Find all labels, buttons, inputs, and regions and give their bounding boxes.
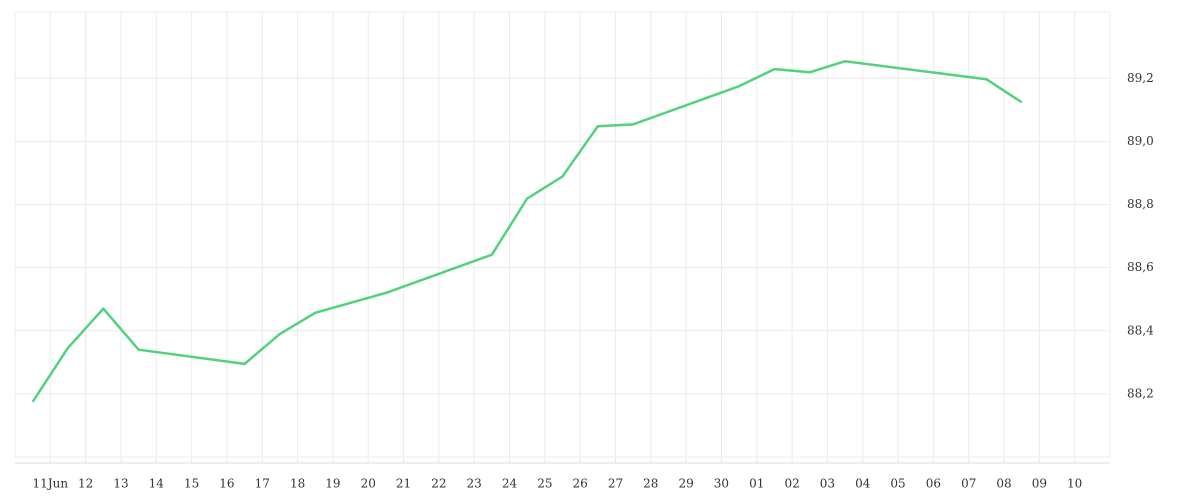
x-tick-label: 30 — [714, 477, 729, 491]
x-tick-label: 28 — [643, 477, 658, 491]
x-tick-label: 17 — [255, 477, 270, 491]
x-tick-label: 20 — [361, 477, 376, 491]
y-tick-label: 88,2 — [1127, 386, 1154, 400]
x-tick-label: 09 — [1032, 477, 1047, 491]
x-tick-label: 27 — [608, 477, 623, 491]
x-tick-label: 25 — [537, 477, 552, 491]
x-tick-label: 26 — [573, 477, 588, 491]
data-line — [31, 59, 1023, 403]
x-tick-label: 18 — [290, 477, 305, 491]
x-tick-label: 12 — [78, 477, 93, 491]
x-tick-label: 10 — [1067, 477, 1082, 491]
y-tick-label: 88,4 — [1127, 323, 1154, 337]
y-tick-label: 89,2 — [1127, 71, 1154, 85]
plot-frame — [14, 11, 1111, 458]
x-tick-label: 22 — [431, 477, 446, 491]
x-tick-label: 04 — [855, 477, 871, 491]
x-tick-label: 02 — [784, 477, 799, 491]
x-tick-label: 01 — [749, 477, 764, 491]
x-tick-label: 24 — [502, 477, 518, 491]
x-tick-label: 05 — [890, 477, 905, 491]
x-tick-label: 08 — [996, 477, 1011, 491]
x-tick-label: 23 — [467, 477, 482, 491]
x-tick-label: 11Jun — [33, 477, 69, 491]
x-tick-label: 07 — [961, 477, 976, 491]
x-tick-label: 19 — [325, 477, 340, 491]
x-tick-label: 16 — [219, 477, 234, 491]
x-tick-label: 03 — [820, 477, 835, 491]
y-tick-label: 89,0 — [1127, 134, 1154, 148]
y-tick-label: 88,6 — [1127, 260, 1154, 274]
x-tick-label: 29 — [678, 477, 693, 491]
x-tick-label: 06 — [926, 477, 941, 491]
x-tick-label: 21 — [396, 477, 411, 491]
x-tick-label: 15 — [184, 477, 199, 491]
x-tick-label: 13 — [113, 477, 128, 491]
y-tick-label: 88,8 — [1127, 197, 1154, 211]
x-tick-label: 14 — [149, 477, 165, 491]
